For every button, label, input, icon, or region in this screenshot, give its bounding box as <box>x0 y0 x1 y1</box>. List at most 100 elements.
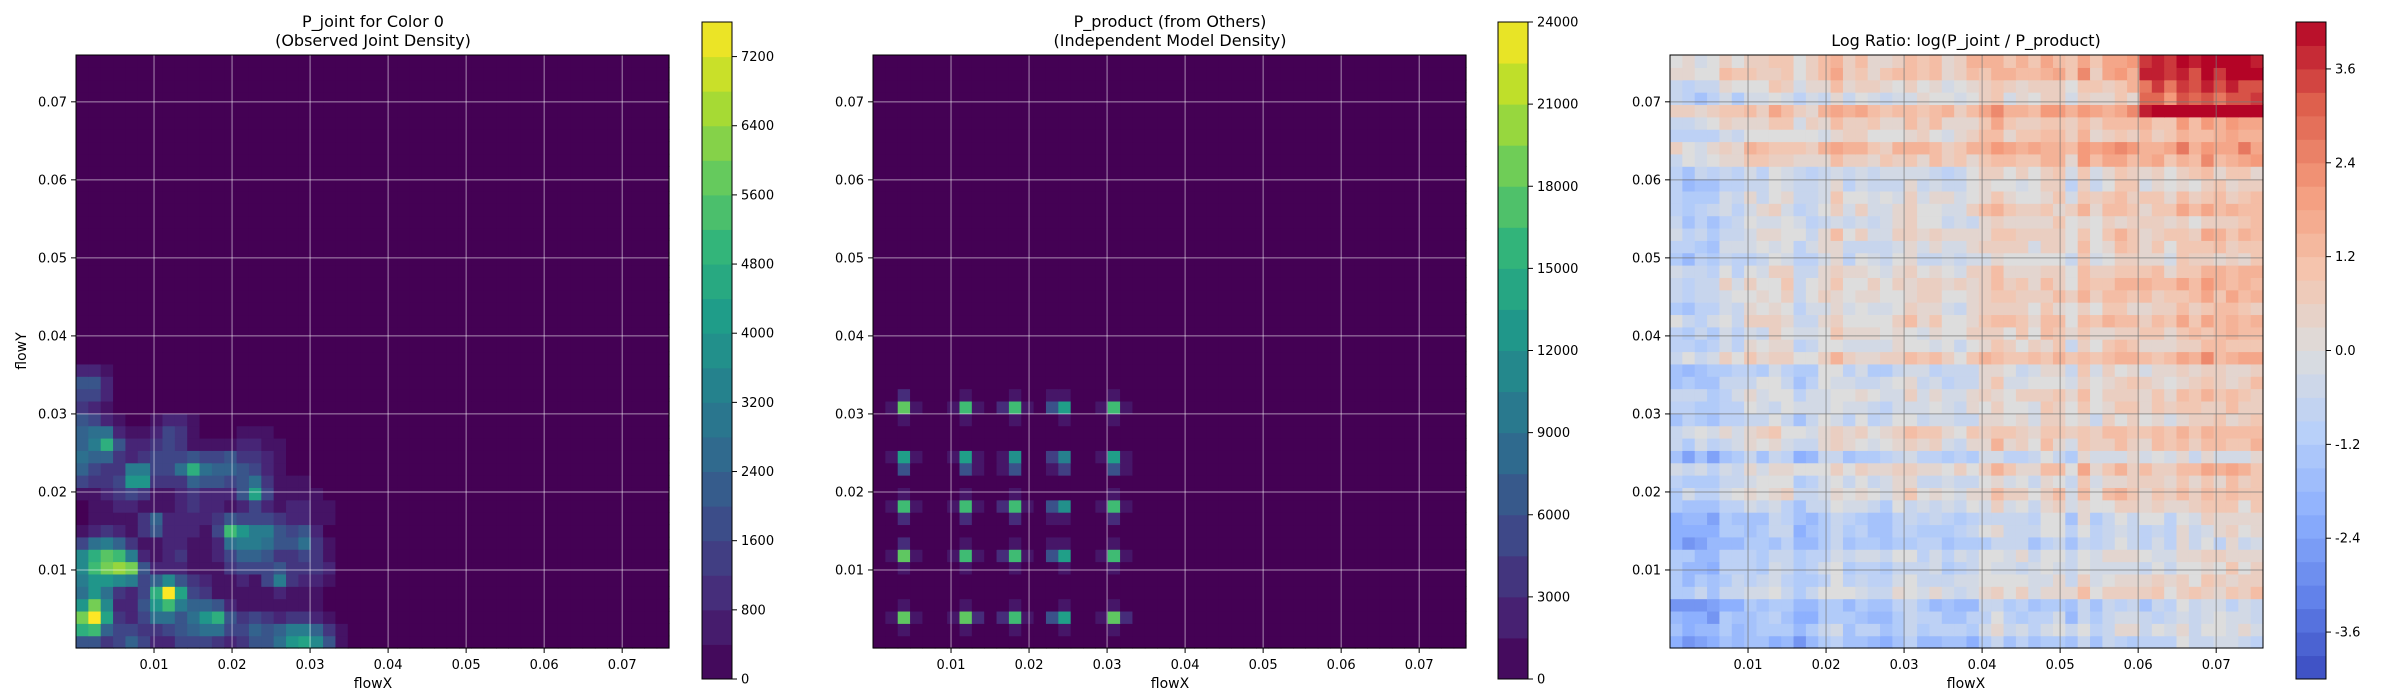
heatmap-cell <box>1157 203 1171 217</box>
heatmap-cell <box>1070 265 1084 278</box>
heatmap-cell <box>286 339 299 353</box>
heatmap-cell <box>100 462 114 476</box>
heatmap-cell <box>1058 598 1072 612</box>
heatmap-cell <box>88 425 102 439</box>
heatmap-cell <box>224 265 238 278</box>
heatmap-cell <box>996 116 1010 130</box>
heatmap-cell <box>76 240 89 254</box>
heatmap-cell <box>873 635 886 649</box>
heatmap-cell <box>2090 598 2103 612</box>
heatmap-cell <box>557 586 571 600</box>
heatmap-cell <box>1305 561 1319 575</box>
heatmap-cell <box>996 475 1010 488</box>
heatmap-cell <box>1428 524 1442 538</box>
heatmap-cell <box>100 178 114 192</box>
heatmap-cell <box>360 586 374 600</box>
heatmap-cell <box>409 55 423 68</box>
heatmap-cell <box>520 339 534 353</box>
heatmap-cell <box>1379 610 1393 624</box>
heatmap-cell <box>897 227 911 241</box>
heatmap-cell <box>113 450 127 464</box>
heatmap-cell <box>199 487 213 501</box>
heatmap-cell <box>885 215 899 229</box>
heatmap-cell <box>1354 536 1368 550</box>
heatmap-cell <box>1255 55 1269 68</box>
heatmap-cell <box>1107 351 1121 365</box>
heatmap-cell <box>1107 129 1121 143</box>
heatmap-cell <box>1243 104 1257 118</box>
heatmap-cell <box>187 240 201 254</box>
heatmap-cell <box>1317 487 1331 501</box>
heatmap-cell <box>1144 129 1158 143</box>
heatmap-cell <box>1416 166 1430 180</box>
heatmap-cell <box>533 190 547 204</box>
heatmap-cell <box>1917 598 1931 612</box>
heatmap-cell <box>947 524 961 538</box>
heatmap-cell <box>261 388 275 402</box>
heatmap-cell <box>1157 166 1171 180</box>
heatmap-cell <box>162 326 176 340</box>
heatmap-cell <box>508 561 522 575</box>
heatmap-cell <box>607 104 621 118</box>
heatmap-cell <box>1144 450 1158 464</box>
heatmap-cell <box>150 475 164 488</box>
heatmap-cell <box>910 450 924 464</box>
heatmap-cell <box>310 549 324 563</box>
heatmap-cell <box>397 623 411 637</box>
heatmap-cell <box>421 388 435 402</box>
heatmap-cell <box>1231 227 1245 241</box>
heatmap-cell <box>934 623 948 637</box>
heatmap-cell <box>607 450 621 464</box>
heatmap-cell <box>1058 203 1072 217</box>
heatmap-cell <box>421 450 435 464</box>
heatmap-cell <box>594 178 608 192</box>
heatmap-cell <box>1367 586 1381 600</box>
heatmap-cell <box>347 610 361 624</box>
heatmap-cell <box>570 363 584 377</box>
heatmap-cell <box>137 166 151 180</box>
heatmap-cell <box>1428 499 1442 513</box>
heatmap-cell <box>1021 524 1035 538</box>
heatmap-cell <box>248 252 262 266</box>
heatmap-cell <box>1367 512 1381 526</box>
heatmap-cell <box>471 166 485 180</box>
heatmap-cell <box>1194 524 1208 538</box>
heatmap-cell <box>1293 92 1306 106</box>
heatmap-cell <box>1280 240 1294 254</box>
heatmap-cell <box>236 376 250 390</box>
heatmap-cell <box>496 475 509 488</box>
heatmap-cell <box>582 178 596 192</box>
heatmap-cell <box>1181 227 1195 241</box>
heatmap-cell <box>496 499 509 513</box>
heatmap-cell <box>1132 240 1146 254</box>
heatmap-cell <box>1021 598 1035 612</box>
heatmap-cell <box>959 413 973 427</box>
heatmap-cell <box>947 363 961 377</box>
heatmap-cell <box>1033 79 1047 93</box>
heatmap-cell <box>1354 586 1368 600</box>
heatmap-cell <box>384 104 398 118</box>
heatmap-cell <box>1391 153 1405 167</box>
heatmap-cell <box>1719 586 1733 600</box>
heatmap-cell <box>137 141 151 155</box>
heatmap-cell <box>570 499 584 513</box>
heatmap-cell <box>1206 512 1220 526</box>
heatmap-cell <box>1107 536 1121 550</box>
heatmap-cell <box>1268 252 1282 266</box>
heatmap-cell <box>885 610 899 624</box>
heatmap-cell <box>533 635 547 649</box>
heatmap-cell <box>1218 475 1232 488</box>
heatmap-cell <box>996 413 1010 427</box>
heatmap-cell <box>1169 215 1183 229</box>
colorbar-tick-label: 2400 <box>741 465 774 480</box>
heatmap-cell <box>1231 549 1245 563</box>
heatmap-cell <box>582 437 596 451</box>
heatmap-cell <box>631 252 645 266</box>
heatmap-cell <box>125 302 139 316</box>
heatmap-cell <box>199 499 213 513</box>
heatmap-cell <box>1107 79 1121 93</box>
heatmap-cell <box>607 437 621 451</box>
heatmap-cell <box>1132 388 1146 402</box>
heatmap-cell <box>360 536 374 550</box>
heatmap-cell <box>150 499 164 513</box>
